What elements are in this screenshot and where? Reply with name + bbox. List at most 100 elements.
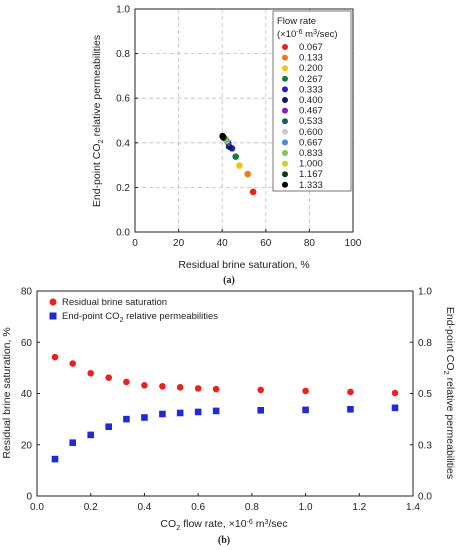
chart-b-point-brine bbox=[87, 369, 95, 377]
chart-b-series-co2-relperm bbox=[51, 404, 399, 463]
chart-a-legend-marker bbox=[282, 128, 288, 135]
chart-a-legend-marker bbox=[282, 65, 288, 72]
chart-a-legend-marker bbox=[282, 107, 288, 114]
chart-a-x-tick-label: 40 bbox=[217, 238, 229, 249]
chart-b-point-relperm bbox=[159, 410, 166, 418]
chart-b-x-tick-label: 1.0 bbox=[299, 502, 313, 513]
chart-a-legend-label: 0.267 bbox=[299, 74, 323, 85]
chart-a-legend-label: 1.333 bbox=[299, 180, 323, 191]
chart-a-legend-subtitle: (×10-6 m3/sec) bbox=[277, 29, 338, 40]
chart-b-x-ticks: 0.0 0.2 0.4 0.6 0.8 1.0 1.2 1.4 bbox=[30, 493, 420, 513]
chart-b-legend-marker-square bbox=[49, 312, 57, 320]
chart-a-legend-marker bbox=[282, 86, 288, 93]
chart-b-point-brine bbox=[69, 360, 77, 367]
chart-a-y-tick-label: 0.6 bbox=[116, 94, 130, 105]
chart-b-panel-label: (b) bbox=[218, 535, 230, 546]
chart-b-y-tick-label: 0 bbox=[26, 492, 32, 503]
chart-a-legend-label: 1.167 bbox=[299, 169, 323, 180]
chart-a-legend-marker bbox=[282, 44, 288, 50]
chart-a-legend-marker bbox=[282, 75, 288, 82]
chart-a-legend-label: 0.200 bbox=[299, 63, 323, 74]
chart-b-x-tick-label: 1.2 bbox=[352, 502, 366, 513]
chart-a-legend-label: 0.833 bbox=[299, 148, 323, 159]
chart-a-y-tick-label: 0.8 bbox=[116, 49, 130, 60]
chart-a-legend-label: 0.067 bbox=[299, 42, 323, 53]
chart-b-point-brine bbox=[176, 384, 184, 391]
chart-b-point-relperm bbox=[391, 404, 399, 412]
chart-a-legend-label: 0.533 bbox=[299, 116, 323, 127]
chart-a-legend-marker bbox=[282, 160, 288, 167]
chart-b-point-relperm bbox=[123, 415, 130, 423]
chart-a-x-tick-label: 20 bbox=[173, 238, 185, 249]
chart-a-y-tick-label: 0.4 bbox=[116, 138, 130, 149]
chart-b-point-relperm bbox=[176, 409, 184, 417]
chart-a-panel-label: (a) bbox=[223, 275, 235, 286]
chart-b-point-brine bbox=[302, 387, 309, 395]
chart-a-x-ticks: 0 20 40 60 80 100 bbox=[132, 229, 362, 249]
chart-a-legend-title: Flow rate bbox=[277, 16, 316, 27]
chart-b-point-relperm bbox=[212, 407, 220, 415]
chart-b-y2-tick-label: 0.5 bbox=[418, 389, 432, 400]
chart-a-point bbox=[219, 132, 226, 140]
chart-b-y-tick-label: 40 bbox=[21, 389, 33, 400]
chart-b-y2-tick-label: 0.3 bbox=[418, 440, 432, 451]
chart-a-x-tick-label: 80 bbox=[304, 238, 316, 249]
chart-b-legend-label-2: End-point CO2 relative permeabilities bbox=[62, 311, 218, 324]
chart-b-x-tick-label: 1.4 bbox=[406, 502, 420, 513]
chart-a-legend-marker bbox=[282, 54, 288, 61]
chart-a-legend: Flow rate (×10-6 m3/sec) 0.0670.1330.200… bbox=[272, 10, 352, 192]
chart-a-x-tick-label: 0 bbox=[132, 238, 138, 249]
chart-a-legend-label: 0.467 bbox=[299, 106, 323, 117]
chart-b-point-relperm bbox=[69, 439, 77, 446]
chart-a-point bbox=[232, 153, 240, 160]
chart-a-legend-label: 0.133 bbox=[299, 53, 323, 64]
chart-a-point bbox=[249, 188, 257, 196]
chart-a-y-tick-label: 0.0 bbox=[116, 228, 130, 239]
chart-b-y-tick-label: 20 bbox=[21, 440, 33, 451]
chart-b-point-relperm bbox=[194, 408, 202, 416]
chart-b-point-brine bbox=[141, 382, 148, 389]
chart-a-x-tick-label: 60 bbox=[260, 238, 272, 249]
chart-b-x-tick-label: 0.0 bbox=[30, 502, 44, 513]
chart-a-x-tick-label: 100 bbox=[345, 238, 362, 249]
chart-a-point bbox=[236, 162, 243, 169]
chart-b-x-tick-label: 0.8 bbox=[245, 502, 259, 513]
chart-b-point-brine bbox=[123, 378, 130, 386]
chart-b-point-relperm bbox=[51, 455, 59, 463]
chart-b-point-brine bbox=[105, 374, 113, 381]
chart-b-point-brine bbox=[347, 388, 354, 396]
chart-a-legend-marker bbox=[282, 181, 288, 188]
chart-a-legend-marker bbox=[282, 118, 288, 125]
chart-b-x-axis-label: CO2 flow rate, ×10-6 m3/sec bbox=[160, 518, 287, 532]
chart-b-series-residual-brine bbox=[51, 353, 399, 397]
chart-a-legend-label: 1.000 bbox=[299, 159, 323, 170]
chart-a-y-ticks: 0.0 0.2 0.4 0.6 0.8 1.0 bbox=[116, 5, 138, 239]
chart-a-legend-marker bbox=[282, 97, 288, 103]
chart-b-y2-tick-label: 1.0 bbox=[418, 287, 432, 298]
chart-b-point-relperm bbox=[302, 406, 309, 414]
chart-a-legend-label: 0.667 bbox=[299, 137, 323, 148]
chart-b-point-brine bbox=[159, 383, 166, 390]
chart-b-x-tick-label: 0.4 bbox=[137, 502, 151, 513]
chart-b-y-tick-label: 80 bbox=[21, 287, 33, 298]
chart-b-y2-ticks: 0.0 0.3 0.5 0.8 1.0 bbox=[410, 287, 432, 503]
chart-a-legend-marker bbox=[282, 150, 288, 156]
chart-b-point-relperm bbox=[87, 431, 95, 439]
chart-b-y2-axis-label: End-point CO2 relative permeabilities bbox=[442, 307, 456, 479]
chart-a-legend-label: 0.333 bbox=[299, 84, 323, 95]
chart-b-y-axis-label: Residual brine saturation, % bbox=[1, 327, 13, 458]
chart-b-legend-marker-circle bbox=[49, 298, 57, 306]
chart-a-legend-items: 0.0670.1330.2000.2670.3330.4000.4670.533… bbox=[282, 42, 323, 191]
chart-b-y2-tick-label: 0.0 bbox=[418, 492, 432, 503]
chart-b-point-brine bbox=[391, 389, 399, 397]
chart-a-legend-marker bbox=[282, 171, 288, 178]
chart-a: 0 20 40 60 80 100 0.0 0.2 0.4 0.6 0.8 1.0 Residual… bbox=[91, 5, 362, 287]
chart-b-x-tick-label: 0.6 bbox=[191, 502, 205, 513]
chart-a-legend-label: 0.400 bbox=[299, 95, 323, 106]
chart-b-point-brine bbox=[51, 353, 59, 361]
chart-b-point-relperm bbox=[347, 405, 354, 413]
chart-a-point bbox=[244, 170, 252, 178]
chart-b-legend: Residual brine saturation End-point CO2 … bbox=[49, 297, 218, 324]
